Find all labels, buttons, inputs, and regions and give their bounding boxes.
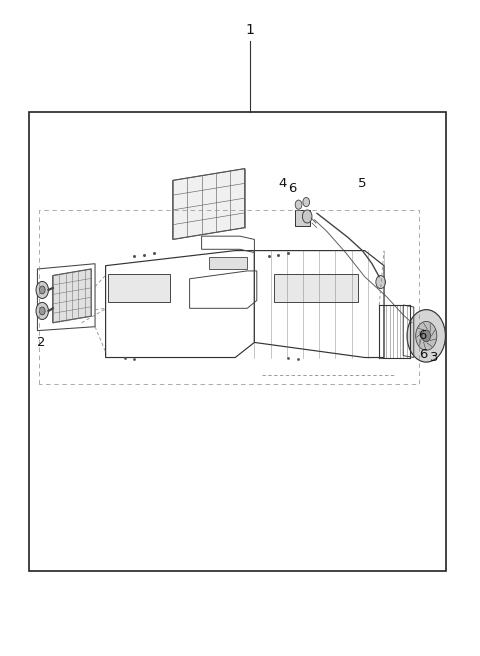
Text: 6: 6 (418, 329, 427, 342)
Circle shape (295, 200, 302, 209)
Circle shape (407, 310, 445, 362)
Circle shape (36, 302, 48, 319)
Circle shape (422, 330, 431, 342)
Circle shape (416, 321, 437, 350)
Circle shape (376, 276, 385, 289)
Text: 1: 1 (245, 22, 254, 37)
Text: 6: 6 (288, 182, 297, 195)
Polygon shape (209, 257, 247, 269)
Polygon shape (53, 269, 91, 323)
Text: 3: 3 (430, 351, 439, 364)
Circle shape (36, 281, 48, 298)
Polygon shape (274, 274, 358, 302)
Circle shape (303, 197, 310, 207)
Circle shape (39, 307, 45, 315)
Circle shape (302, 210, 312, 223)
Text: 4: 4 (278, 177, 287, 190)
Polygon shape (173, 169, 245, 239)
Polygon shape (295, 210, 310, 226)
Text: 5: 5 (358, 177, 367, 190)
Circle shape (39, 286, 45, 294)
Polygon shape (108, 274, 170, 302)
Text: 2: 2 (36, 336, 45, 349)
Text: 6: 6 (419, 348, 428, 361)
